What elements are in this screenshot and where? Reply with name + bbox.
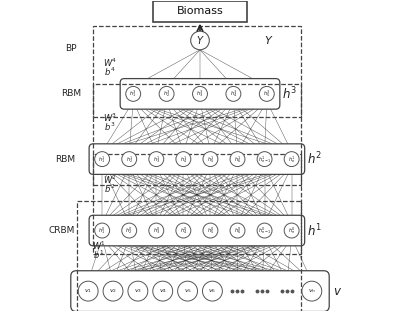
Text: $W^{3}$: $W^{3}$ [103, 112, 117, 124]
Text: $h_{4}^{0}$: $h_{4}^{0}$ [180, 225, 187, 236]
Text: $h^{2}$: $h^{2}$ [307, 151, 322, 168]
Text: Biomass: Biomass [177, 7, 223, 17]
Text: $Y$: $Y$ [264, 34, 273, 46]
Circle shape [284, 152, 299, 167]
Text: $b^{4}$: $b^{4}$ [104, 65, 116, 78]
Circle shape [95, 152, 110, 167]
Text: CRBM: CRBM [48, 226, 75, 235]
Circle shape [149, 223, 164, 238]
Text: $h_{6}^{1}$: $h_{6}^{1}$ [234, 154, 241, 164]
Text: $h_{3}^{1}$: $h_{3}^{1}$ [152, 154, 160, 164]
Circle shape [203, 152, 218, 167]
Circle shape [122, 223, 137, 238]
Text: $h^{1}$: $h^{1}$ [307, 222, 322, 239]
Circle shape [230, 152, 245, 167]
Circle shape [153, 281, 173, 301]
Text: $v_{6}$: $v_{6}$ [208, 287, 216, 295]
Text: $v_{2}$: $v_{2}$ [109, 287, 117, 295]
Text: $b^{2}$: $b^{2}$ [104, 183, 116, 195]
Text: $h_{n}^{1}$: $h_{n}^{1}$ [288, 154, 295, 164]
Text: $Y$: $Y$ [196, 34, 204, 46]
Text: $W^{4}$: $W^{4}$ [103, 56, 117, 69]
Text: $h_{2}^{1}$: $h_{2}^{1}$ [126, 154, 133, 164]
Text: $h_{6}^{0}$: $h_{6}^{0}$ [234, 225, 241, 236]
Text: $W^{2}$: $W^{2}$ [103, 174, 117, 187]
Circle shape [128, 281, 148, 301]
Text: $v_{4}$: $v_{4}$ [159, 287, 167, 295]
Text: $h_{5}^{3}$: $h_{5}^{3}$ [263, 89, 270, 99]
Circle shape [192, 86, 208, 101]
Text: $b^{1}$: $b^{1}$ [94, 249, 105, 261]
Circle shape [202, 281, 222, 301]
Text: $h_{3}^{0}$: $h_{3}^{0}$ [152, 225, 160, 236]
Circle shape [257, 223, 272, 238]
Circle shape [95, 223, 110, 238]
Text: $h_{2}^{0}$: $h_{2}^{0}$ [126, 225, 133, 236]
Circle shape [230, 223, 245, 238]
Text: $h_{5}^{1}$: $h_{5}^{1}$ [207, 154, 214, 164]
Text: $v_{1}$: $v_{1}$ [84, 287, 92, 295]
FancyBboxPatch shape [89, 144, 305, 174]
Text: $h_{4}^{3}$: $h_{4}^{3}$ [230, 89, 237, 99]
Text: $h_{{n-1}}^{1}$: $h_{{n-1}}^{1}$ [258, 154, 271, 164]
Circle shape [284, 223, 299, 238]
Text: RBM: RBM [61, 89, 81, 98]
Circle shape [257, 152, 272, 167]
Text: RBM: RBM [55, 155, 75, 163]
Text: $v_{n}$: $v_{n}$ [308, 287, 316, 295]
Circle shape [203, 223, 218, 238]
Text: $W^{1}$: $W^{1}$ [92, 240, 106, 252]
FancyBboxPatch shape [120, 79, 280, 109]
FancyBboxPatch shape [71, 271, 329, 311]
Circle shape [126, 86, 141, 101]
Circle shape [103, 281, 123, 301]
Circle shape [78, 281, 98, 301]
Text: $h^{3}$: $h^{3}$ [282, 85, 298, 102]
FancyBboxPatch shape [154, 1, 246, 22]
Text: BP: BP [65, 44, 77, 53]
Circle shape [149, 152, 164, 167]
Circle shape [259, 86, 274, 101]
Circle shape [191, 31, 209, 50]
Circle shape [178, 281, 198, 301]
Text: $h_{n}^{0}$: $h_{n}^{0}$ [288, 225, 296, 236]
Circle shape [226, 86, 241, 101]
Text: $h_{4}^{1}$: $h_{4}^{1}$ [180, 154, 187, 164]
Text: $h_{1}^{1}$: $h_{1}^{1}$ [98, 154, 106, 164]
Text: $h_{5}^{0}$: $h_{5}^{0}$ [207, 225, 214, 236]
Circle shape [159, 86, 174, 101]
Circle shape [302, 281, 322, 301]
Circle shape [122, 152, 137, 167]
Text: $h_{3}^{3}$: $h_{3}^{3}$ [196, 89, 204, 99]
Circle shape [176, 223, 191, 238]
Text: $v_{5}$: $v_{5}$ [184, 287, 192, 295]
Text: $h_{{n-1}}^{0}$: $h_{{n-1}}^{0}$ [258, 225, 271, 236]
Text: $v$: $v$ [333, 285, 342, 298]
Text: $b^{3}$: $b^{3}$ [104, 121, 116, 133]
FancyBboxPatch shape [89, 215, 305, 246]
Text: $h_{2}^{3}$: $h_{2}^{3}$ [163, 89, 170, 99]
Circle shape [176, 152, 191, 167]
Text: $h_{1}^{0}$: $h_{1}^{0}$ [98, 225, 106, 236]
Text: $v_{3}$: $v_{3}$ [134, 287, 142, 295]
Text: $h_{1}^{3}$: $h_{1}^{3}$ [130, 89, 137, 99]
